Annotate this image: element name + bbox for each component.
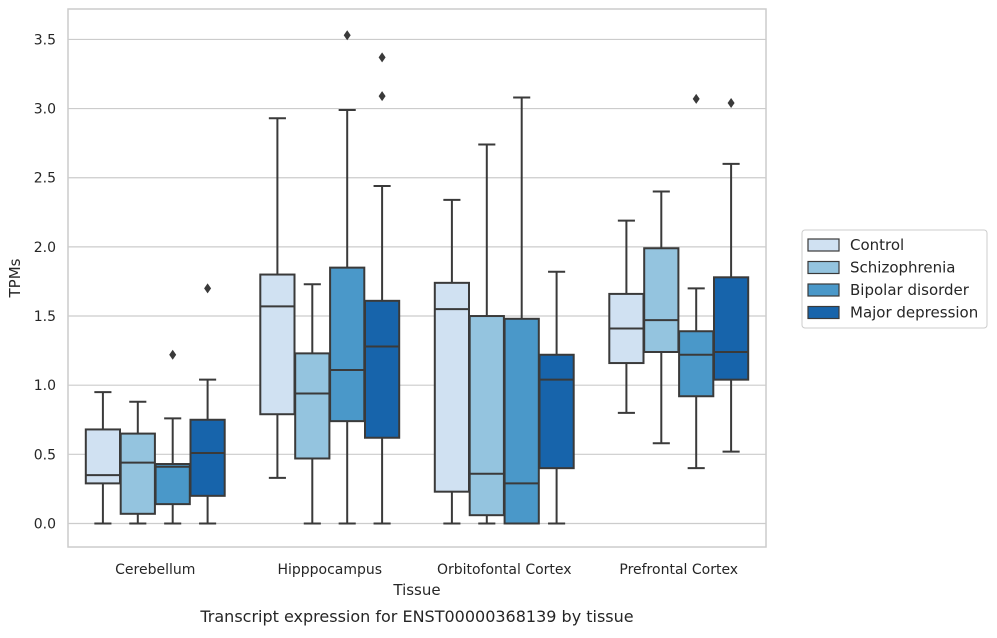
y-tick-labels: 0.0 0.5 1.0 1.5 2.0 2.5 3.0 3.5 bbox=[34, 32, 56, 532]
box-0-0 bbox=[84, 391, 122, 525]
box-groups bbox=[84, 30, 750, 525]
box-1-0 bbox=[259, 117, 296, 479]
box-body bbox=[189, 418, 226, 497]
legend-swatch bbox=[807, 260, 840, 275]
legend-swatch bbox=[807, 238, 840, 252]
y-tick-label: 0.5 bbox=[34, 447, 56, 463]
box-2-3 bbox=[538, 270, 575, 525]
box-body bbox=[363, 299, 401, 439]
legend-label: Control bbox=[850, 236, 904, 254]
y-tick-label: 0.0 bbox=[34, 516, 56, 532]
x-tick-label: Hipppocampus bbox=[277, 562, 382, 578]
box-body bbox=[468, 315, 505, 517]
box-body bbox=[259, 273, 296, 416]
box-body bbox=[154, 463, 191, 506]
outlier-point bbox=[378, 52, 386, 63]
legend-item: Control bbox=[807, 236, 904, 254]
box-3-0 bbox=[608, 219, 645, 414]
x-axis-label: Tissue bbox=[392, 581, 440, 599]
legend-label: Schizophrenia bbox=[850, 259, 955, 277]
box-body bbox=[678, 330, 715, 398]
legend-swatch bbox=[807, 283, 840, 297]
x-tick-label: Cerebellum bbox=[115, 562, 195, 578]
legend-item: Bipolar disorder bbox=[807, 281, 970, 299]
y-tick-label: 2.5 bbox=[34, 171, 56, 187]
box-body bbox=[433, 281, 471, 493]
box-body bbox=[712, 276, 750, 381]
box-2-2 bbox=[503, 96, 540, 525]
legend-item: Major depression bbox=[807, 304, 978, 322]
legend-swatch bbox=[807, 305, 840, 320]
y-tick-label: 3.5 bbox=[34, 32, 56, 48]
box-body bbox=[294, 352, 331, 460]
legend-frame bbox=[801, 229, 988, 329]
x-tick-label: Orbitofontal Cortex bbox=[437, 562, 572, 578]
box-body bbox=[329, 266, 366, 423]
y-tick-label: 1.0 bbox=[34, 378, 56, 394]
outlier-point bbox=[204, 283, 212, 294]
outlier-point bbox=[378, 91, 386, 102]
grid-lines bbox=[68, 38, 766, 525]
y-tick-label: 3.0 bbox=[34, 102, 56, 118]
box-0-1 bbox=[119, 400, 156, 525]
chart-caption: Transcript expression for ENST0000036813… bbox=[199, 607, 633, 626]
y-tick-label: 1.5 bbox=[34, 309, 56, 325]
legend-label: Bipolar disorder bbox=[850, 281, 970, 299]
box-body bbox=[643, 247, 680, 353]
box-2-0 bbox=[433, 198, 471, 525]
outlier-point bbox=[692, 93, 700, 104]
legend: Control Schizophrenia Bipolar disorder Majo… bbox=[801, 229, 988, 329]
box-0-3 bbox=[189, 283, 226, 525]
legend-label: Major depression bbox=[850, 304, 978, 322]
box-3-1 bbox=[643, 190, 680, 445]
box-body bbox=[503, 317, 540, 525]
box-1-2 bbox=[329, 30, 366, 525]
box-3-3 bbox=[712, 98, 750, 453]
x-tick-label: Prefrontal Cortex bbox=[619, 562, 738, 578]
box-3-2 bbox=[678, 93, 715, 470]
legend-item: Schizophrenia bbox=[807, 259, 955, 277]
box-2-1 bbox=[468, 143, 505, 525]
box-0-2 bbox=[154, 349, 191, 525]
x-tick-labels: Cerebellum Hipppocampus Orbitofontal Corte… bbox=[115, 562, 738, 578]
y-axis-label: TPMs bbox=[6, 258, 24, 298]
box-1-3 bbox=[363, 52, 401, 525]
box-1-1 bbox=[294, 283, 331, 525]
outlier-point bbox=[169, 349, 177, 360]
box-body bbox=[119, 432, 156, 515]
y-tick-label: 2.0 bbox=[34, 240, 56, 256]
box-body bbox=[538, 353, 575, 470]
outlier-point bbox=[727, 98, 735, 109]
outlier-point bbox=[343, 30, 351, 41]
plot-frame bbox=[67, 8, 767, 548]
